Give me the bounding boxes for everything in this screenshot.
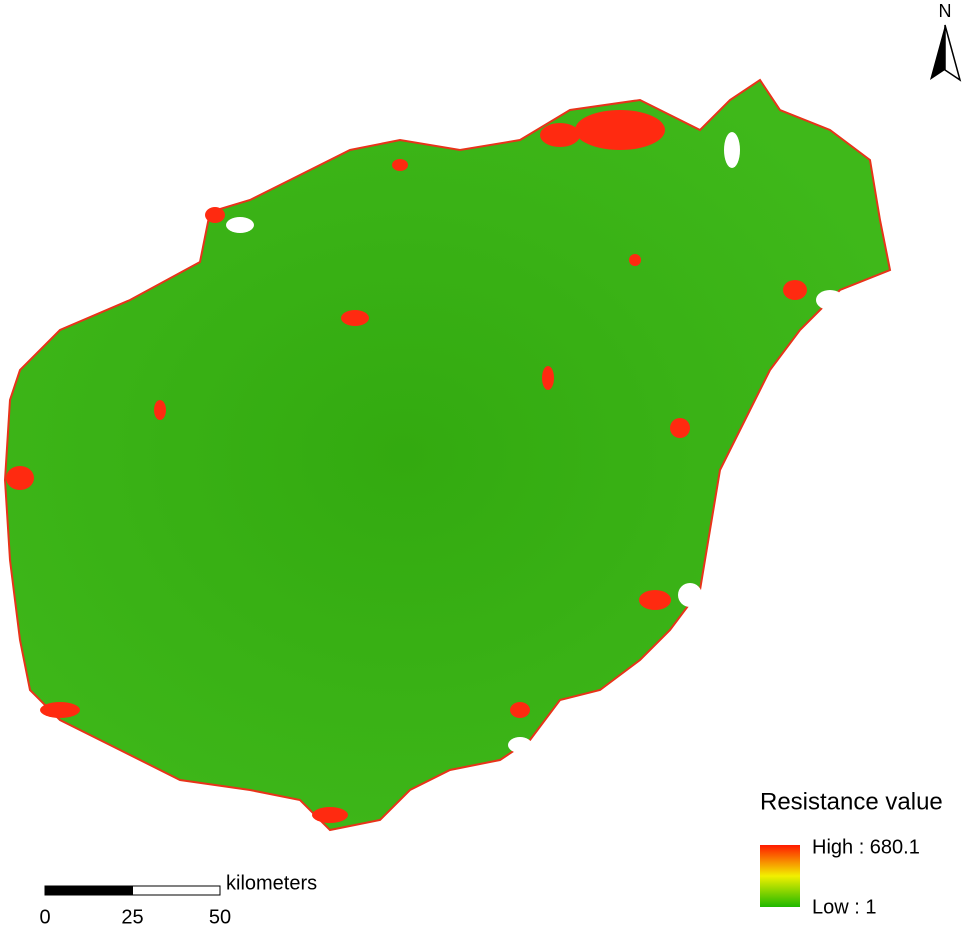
scale-segment — [132, 885, 221, 896]
scale-unit: kilometers — [226, 872, 317, 894]
legend: Resistance value High : 680.1 Low : 1 — [760, 788, 943, 918]
scale-segment — [44, 885, 133, 896]
scale-tick-label: 50 — [209, 906, 231, 928]
legend-title: Resistance value — [760, 788, 943, 815]
island — [3, 78, 892, 832]
legend-low: Low : 1 — [812, 896, 876, 918]
legend-high: High : 680.1 — [812, 836, 920, 858]
north-label: N — [939, 1, 952, 21]
scale-tick-label: 25 — [121, 906, 143, 928]
scale-tick-label: 0 — [39, 906, 50, 928]
color-ramp — [760, 845, 800, 907]
north-arrow: N — [930, 1, 962, 82]
scale-bar: 0 25 50 kilometers — [39, 872, 317, 928]
